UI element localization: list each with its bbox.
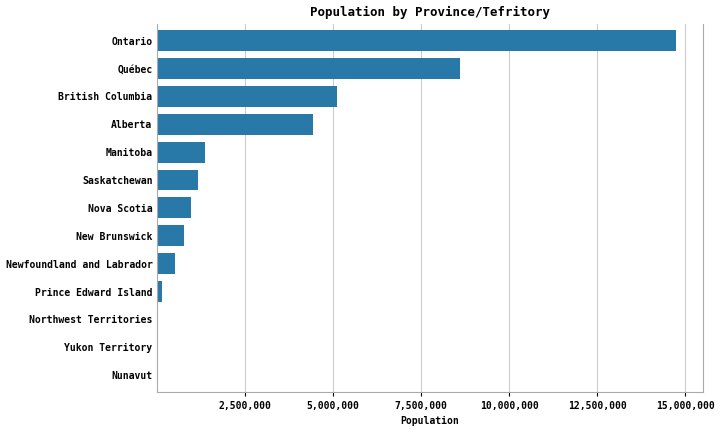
Bar [156, 58, 460, 79]
Bar [156, 309, 158, 330]
Bar [156, 337, 158, 358]
Bar [156, 170, 198, 191]
Title: Population by Province/Tefritory: Population by Province/Tefritory [310, 6, 550, 19]
Bar [156, 197, 191, 218]
Bar [156, 365, 158, 385]
Bar [156, 142, 204, 162]
Bar [156, 114, 313, 135]
Bar [156, 281, 162, 302]
Bar [156, 226, 184, 246]
X-axis label: Population: Population [400, 416, 459, 426]
Bar [156, 253, 175, 274]
Bar [156, 30, 676, 51]
Bar [156, 86, 337, 107]
